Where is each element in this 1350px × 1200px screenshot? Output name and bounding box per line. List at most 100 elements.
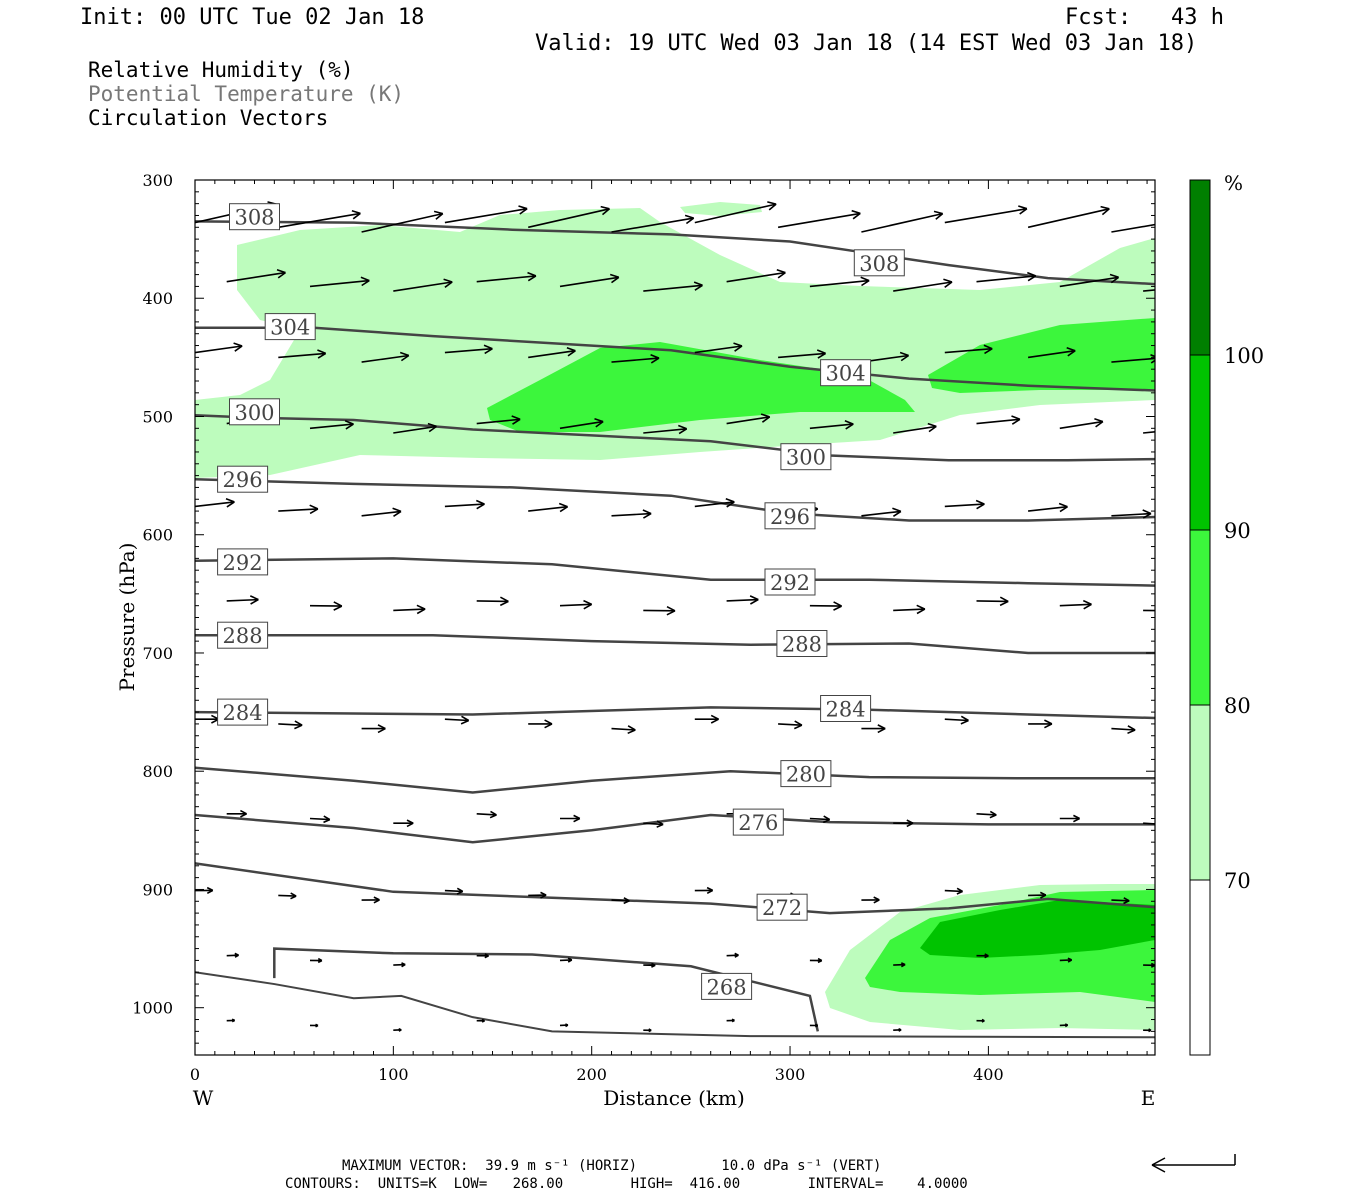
vector-arrow <box>559 599 593 610</box>
colorbar: 70 80 90 100% <box>1189 171 1264 1056</box>
vector-arrow <box>976 415 1021 425</box>
vector-arrow <box>778 349 827 359</box>
vector-arrow <box>694 342 743 354</box>
vector-arrow <box>226 269 286 283</box>
init-time: Init: 00 UTC Tue 02 Jan 18 <box>80 5 425 30</box>
svg-text:304: 304 <box>270 316 310 340</box>
vector-arrow <box>893 1027 902 1032</box>
x-tick-label: 400 <box>973 1065 1004 1084</box>
y-tick-label: 1000 <box>132 999 173 1018</box>
vector-arrow <box>528 502 569 513</box>
rh-80-band-west <box>487 342 915 432</box>
colorbar-unit: % <box>1224 171 1243 195</box>
vector-arrow <box>309 1023 319 1028</box>
svg-text:280: 280 <box>786 763 826 787</box>
vector-arrow <box>643 281 703 292</box>
vector-arrow <box>611 214 695 233</box>
theta-contours <box>195 220 1155 1039</box>
vector-arrow <box>444 499 485 510</box>
vector-arrow <box>643 424 688 435</box>
colorbar-level-label: 80 <box>1224 694 1251 718</box>
theta-contour-280 <box>195 766 1155 794</box>
x-tick-label: 0 <box>190 1065 200 1084</box>
rh-70-upper-patch <box>680 202 762 216</box>
vector-arrow <box>861 896 880 904</box>
contour-label-300: 300 <box>229 398 280 426</box>
vector-arrow <box>1059 814 1080 823</box>
svg-text:288: 288 <box>223 624 263 648</box>
svg-text:296: 296 <box>223 468 263 492</box>
svg-text:300: 300 <box>234 401 274 425</box>
contour-label-308: 308 <box>853 249 905 277</box>
svg-text:292: 292 <box>223 551 263 575</box>
vector-arrow <box>976 596 1009 607</box>
vector-arrow <box>944 887 963 895</box>
vector-arrow <box>944 499 985 510</box>
forecast-hour: Fcst: 43 h <box>1065 5 1224 30</box>
vector-arrow <box>1111 509 1152 519</box>
y-tick-label: 600 <box>142 526 173 545</box>
y-tick-label: 700 <box>142 644 173 663</box>
vector-arrow <box>893 819 914 828</box>
contour-label-304: 304 <box>820 359 872 387</box>
vector-arrow <box>1111 897 1130 905</box>
svg-text:300: 300 <box>786 446 826 470</box>
vector-arrow <box>944 715 969 725</box>
vector-arrow <box>694 498 735 508</box>
vector-arrow <box>976 1018 985 1023</box>
vector-arrow <box>309 276 370 288</box>
y-tick-label: 300 <box>142 171 173 190</box>
vector-arrow <box>1059 957 1073 963</box>
vector-arrow <box>361 210 444 233</box>
vector-arrow <box>778 720 803 730</box>
vector-arrow <box>309 420 354 430</box>
vector-arrow <box>611 353 660 364</box>
vector-arrow <box>226 952 239 958</box>
colorbar-segment <box>1189 354 1211 531</box>
vector-arrow <box>393 962 406 968</box>
vector-arrow <box>777 209 861 229</box>
vector-arrow <box>1027 205 1110 229</box>
vector-arrow <box>1143 609 1155 612</box>
vector-arrow <box>195 714 220 724</box>
x-tick-label: 200 <box>576 1065 607 1084</box>
vector-arrow <box>361 724 386 734</box>
y-tick-label: 800 <box>142 762 173 781</box>
vector-arrow <box>361 896 380 904</box>
vector-arrow <box>893 422 937 434</box>
vector-arrow <box>278 209 361 229</box>
vector-arrow <box>309 957 323 964</box>
colorbar-segment <box>1189 179 1211 356</box>
x-end-label-west: W <box>193 1086 214 1110</box>
theta-contour-276 <box>195 813 1155 844</box>
theta-contour-308 <box>195 220 1155 286</box>
contour-label-296: 296 <box>764 502 816 530</box>
vector-arrow <box>278 892 297 900</box>
contour-label-288: 288 <box>217 621 269 649</box>
svg-text:288: 288 <box>782 633 822 657</box>
svg-text:268: 268 <box>707 975 747 999</box>
vector-arrow <box>393 422 437 434</box>
theta-contour-268 <box>273 947 820 1032</box>
vector-arrow <box>528 205 611 229</box>
vector-arrow <box>1028 719 1053 729</box>
vector-arrow <box>809 957 823 964</box>
y-tick-label: 900 <box>142 880 173 899</box>
axes: 300 400 500 600 700 800 900 1000 0 100 200 300 400 Di… <box>115 171 1155 1110</box>
vector-arrow <box>809 601 842 611</box>
vector-arrow <box>976 810 997 819</box>
vector-arrow <box>476 953 489 959</box>
colorbar-segment <box>1189 704 1211 881</box>
vector-arrow <box>226 1018 236 1023</box>
vector-arrow <box>393 1027 402 1032</box>
vector-arrow <box>278 349 327 359</box>
vector-arrow <box>278 720 303 730</box>
vector-arrow <box>393 278 453 292</box>
vector-arrow <box>944 344 993 355</box>
vector-arrow <box>1028 891 1047 899</box>
colorbar-level-label: 70 <box>1224 869 1251 893</box>
vector-arrow <box>361 507 402 517</box>
vector-arrow <box>278 504 319 515</box>
vector-arrow <box>528 347 576 359</box>
vector-arrow <box>893 962 906 968</box>
